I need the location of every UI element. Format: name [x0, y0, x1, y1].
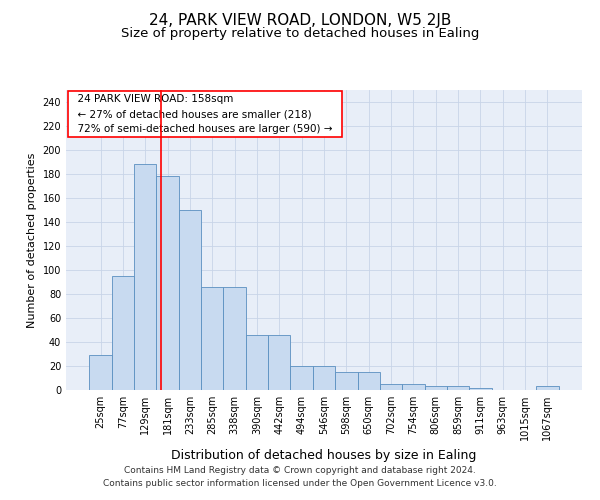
Bar — [268, 335, 290, 390]
Bar — [290, 366, 313, 390]
Bar — [179, 210, 201, 390]
Bar — [402, 384, 425, 390]
Bar — [89, 355, 112, 390]
Bar — [380, 384, 402, 390]
Bar — [536, 386, 559, 390]
Bar — [469, 388, 491, 390]
Text: 24 PARK VIEW ROAD: 158sqm  
  ← 27% of detached houses are smaller (218)  
  72%: 24 PARK VIEW ROAD: 158sqm ← 27% of detac… — [71, 94, 339, 134]
Bar — [157, 176, 179, 390]
Bar — [112, 276, 134, 390]
Bar — [447, 386, 469, 390]
Bar — [201, 287, 223, 390]
Bar — [358, 372, 380, 390]
Bar — [223, 287, 246, 390]
Bar — [134, 164, 157, 390]
Text: Size of property relative to detached houses in Ealing: Size of property relative to detached ho… — [121, 28, 479, 40]
Text: 24, PARK VIEW ROAD, LONDON, W5 2JB: 24, PARK VIEW ROAD, LONDON, W5 2JB — [149, 12, 451, 28]
Text: Contains HM Land Registry data © Crown copyright and database right 2024.
Contai: Contains HM Land Registry data © Crown c… — [103, 466, 497, 487]
Bar — [425, 386, 447, 390]
Bar — [335, 372, 358, 390]
Y-axis label: Number of detached properties: Number of detached properties — [27, 152, 37, 328]
X-axis label: Distribution of detached houses by size in Ealing: Distribution of detached houses by size … — [172, 448, 476, 462]
Bar — [313, 366, 335, 390]
Bar — [246, 335, 268, 390]
